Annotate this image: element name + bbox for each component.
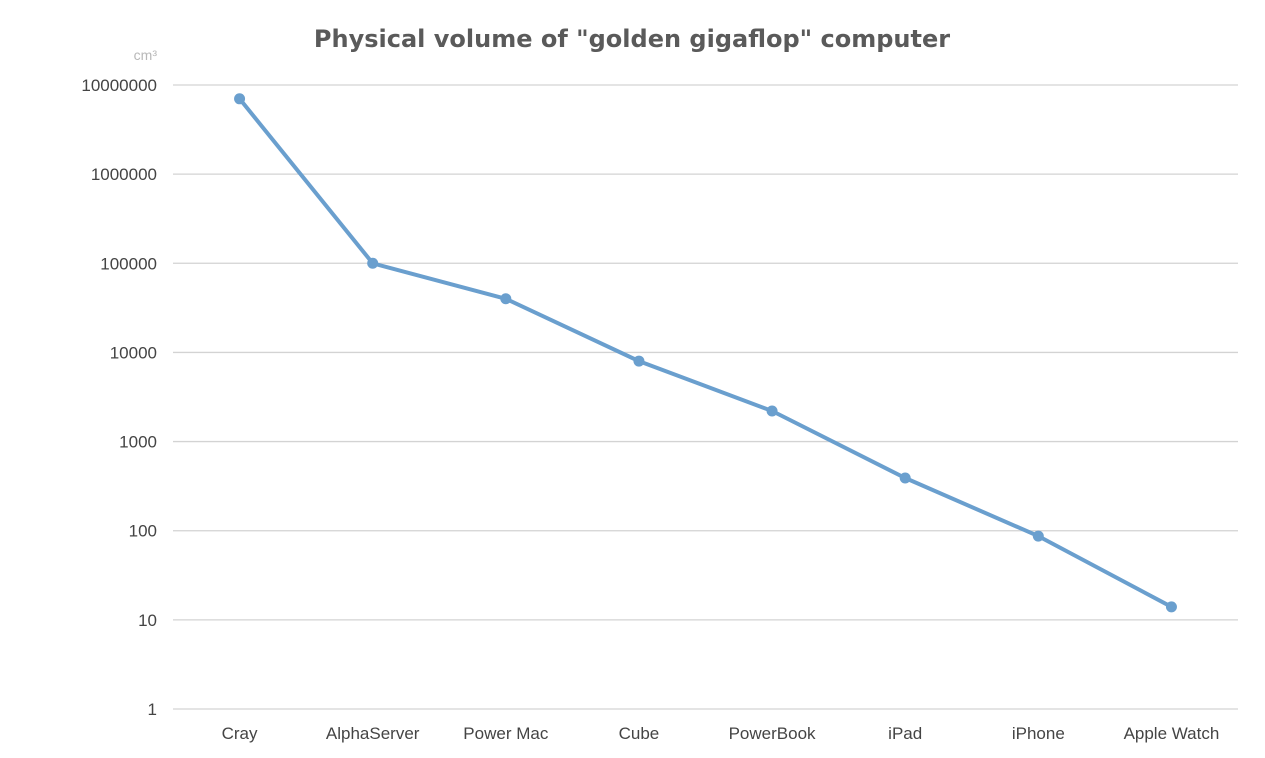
chart-title: Physical volume of "golden gigaflop" com… (314, 25, 950, 53)
x-tick-label-powerbook: PowerBook (729, 724, 816, 743)
x-tick-label-power-mac: Power Mac (463, 724, 549, 743)
y-axis-tick-labels: 1 10 100 1000 10000 100000 1000000 10000000 (81, 76, 157, 719)
data-point-apple-watch (1165, 601, 1177, 613)
data-point-cray (234, 93, 246, 105)
series-line-0 (237, 96, 1174, 609)
y-tick-label-10: 10 (138, 611, 157, 630)
y-tick-label-100000: 100000 (100, 254, 157, 273)
y-tick-label-10000: 10000 (110, 343, 157, 362)
y-tick-label-100: 100 (129, 522, 157, 541)
data-point-alphaserver (367, 257, 379, 269)
x-tick-label-alphaserver: AlphaServer (326, 724, 420, 743)
data-point-ipad (899, 472, 911, 484)
data-point-iphone (1032, 530, 1044, 542)
y-tick-label-10000000: 10000000 (81, 76, 157, 95)
data-point-powerbook (766, 405, 778, 417)
x-tick-label-ipad: iPad (888, 724, 922, 743)
y-tick-label-1: 1 (148, 700, 157, 719)
series-layer (237, 96, 1174, 609)
y-tick-label-1000000: 1000000 (91, 165, 157, 184)
y-tick-label-1000: 1000 (119, 433, 157, 452)
data-point-cube (633, 355, 645, 367)
x-tick-label-iphone: iPhone (1012, 724, 1065, 743)
grid-lines (173, 84, 1238, 710)
data-point-power-mac (500, 293, 512, 305)
x-tick-label-cray: Cray (222, 724, 258, 743)
x-axis-tick-labels: Cray AlphaServer Power Mac Cube PowerBook iPa… (222, 724, 1220, 743)
x-tick-label-cube: Cube (619, 724, 660, 743)
y-axis-unit-label: cm³ (134, 47, 158, 63)
data-points (234, 93, 1177, 613)
x-tick-label-apple-watch: Apple Watch (1124, 724, 1220, 743)
